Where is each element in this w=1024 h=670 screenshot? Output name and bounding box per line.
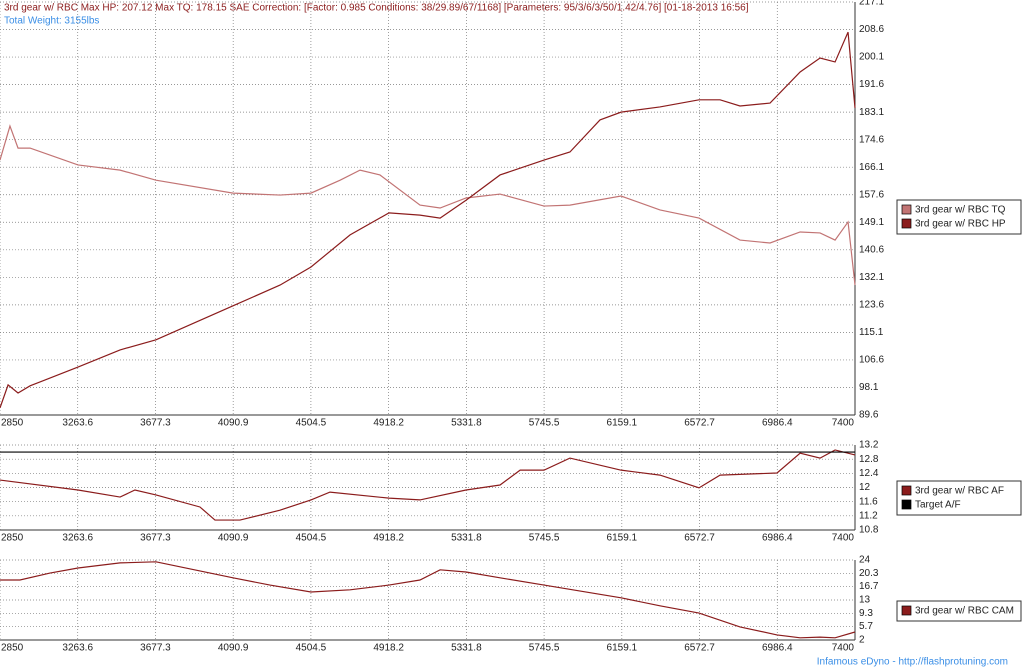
y-tick-label: 157.6 [859,189,884,200]
y-tick-label: 11.6 [859,496,878,507]
y-tick-label: 16.7 [859,581,879,592]
x-tick-label: 6986.4 [762,643,793,654]
y-tick-label: 12 [859,482,871,493]
x-tick-label: 3263.6 [62,643,93,654]
series-line [0,561,856,639]
legend-box [896,199,1022,235]
x-tick-label: 4504.5 [296,418,327,429]
x-tick-label: 6986.4 [762,418,793,429]
legend-label: 3rd gear w/ RBC AF [915,486,1004,497]
x-tick-label: 4918.2 [373,418,404,429]
x-tick-label: 3677.3 [140,533,171,544]
x-tick-label: 3677.3 [140,643,171,654]
y-tick-label: 183.1 [859,107,884,118]
x-tick-label: 5745.5 [529,418,560,429]
y-tick-label: 140.6 [859,244,884,255]
y-tick-label: 217.1 [859,0,884,8]
y-tick-label: 12.8 [859,454,879,465]
legend-box [896,600,1022,622]
x-tick-label: 5331.8 [451,533,482,544]
x-tick-label: 4504.5 [296,533,327,544]
legend-label: Target A/F [915,500,961,511]
x-tick-label: 7400 [832,418,855,429]
chart-subtitle: Total Weight: 3155lbs [4,16,99,27]
x-tick-label: 5745.5 [529,533,560,544]
y-tick-label: 174.6 [859,134,884,145]
y-tick-label: 10.8 [859,525,879,536]
x-tick-label: 3263.6 [62,418,93,429]
y-tick-label: 208.6 [859,24,884,35]
x-tick-label: 5331.8 [451,418,482,429]
y-tick-label: 115.1 [859,327,884,338]
y-tick-label: 20.3 [859,568,879,579]
x-tick-label: 6159.1 [607,533,638,544]
x-tick-label: 2850 [1,643,24,654]
x-tick-label: 2850 [1,533,24,544]
legend-swatch [901,204,912,215]
y-tick-label: 12.4 [859,468,879,479]
x-tick-label: 3263.6 [62,533,93,544]
x-tick-label: 7400 [832,643,855,654]
legend-label: 3rd gear w/ RBC TQ [915,205,1006,216]
legend-swatch [901,605,912,616]
x-tick-label: 3677.3 [140,418,171,429]
footer-credit: Infamous eDyno - http://flashprotuning.c… [817,657,1008,668]
legend-label: 3rd gear w/ RBC HP [915,219,1006,230]
x-tick-label: 4090.9 [218,418,249,429]
chart-title: 3rd gear w/ RBC Max HP: 207.12 Max TQ: 1… [4,3,749,14]
x-tick-label: 6159.1 [607,643,638,654]
y-tick-label: 5.7 [859,621,873,632]
legend-label: 3rd gear w/ RBC CAM [915,606,1014,617]
y-tick-label: 123.6 [859,300,884,311]
legend-box [896,480,1022,516]
y-tick-label: 166.1 [859,162,884,173]
x-tick-label: 6572.7 [684,533,715,544]
x-tick-label: 6159.1 [607,418,638,429]
x-tick-label: 6572.7 [684,418,715,429]
y-tick-label: 24 [859,555,871,566]
y-tick-label: 13.2 [859,440,879,451]
x-tick-label: 6572.7 [684,643,715,654]
series-line [0,449,856,521]
y-tick-label: 89.6 [859,410,879,421]
series-line [0,124,856,286]
x-tick-label: 5331.8 [451,643,482,654]
y-tick-label: 149.1 [859,217,884,228]
x-tick-label: 4918.2 [373,533,404,544]
y-tick-label: 200.1 [859,52,884,63]
y-tick-label: 191.6 [859,79,884,90]
x-tick-label: 4090.9 [218,533,249,544]
y-tick-label: 106.6 [859,355,884,366]
y-tick-label: 98.1 [859,382,879,393]
x-tick-label: 4918.2 [373,643,404,654]
x-tick-label: 6986.4 [762,533,793,544]
y-tick-label: 13 [859,595,871,606]
x-tick-label: 5745.5 [529,643,560,654]
series-line [0,31,856,409]
y-tick-label: 11.2 [859,510,878,521]
y-tick-label: 9.3 [859,608,873,619]
x-tick-label: 7400 [832,533,855,544]
y-tick-label: 132.1 [859,272,884,283]
x-tick-label: 4090.9 [218,643,249,654]
legend-swatch [901,218,912,229]
x-tick-label: 4504.5 [296,643,327,654]
legend-swatch [901,485,912,496]
legend-swatch [901,499,912,510]
x-tick-label: 2850 [1,418,24,429]
y-tick-label: 2 [859,635,865,646]
